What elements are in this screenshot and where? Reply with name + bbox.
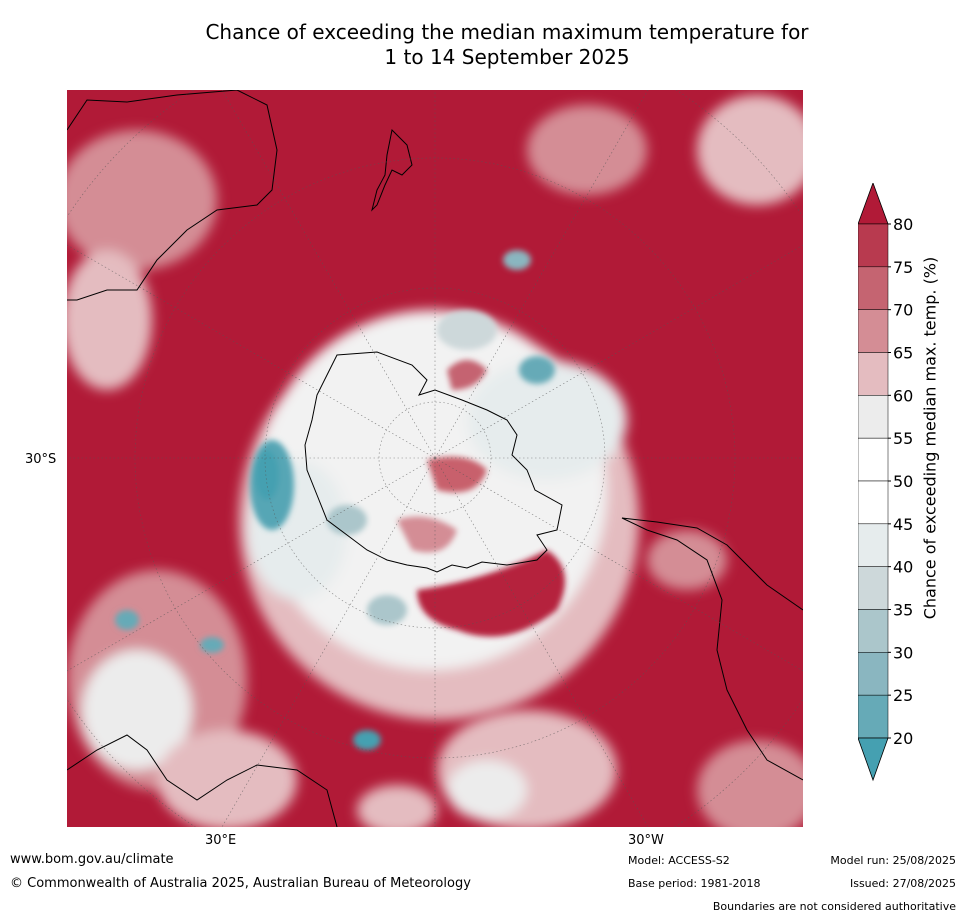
model-name: Model: ACCESS-S2 bbox=[628, 854, 730, 867]
colorbar-band bbox=[858, 609, 889, 653]
colorbar-ticks: 80 75 70 65 60 55 50 45 40 35 30 25 20 bbox=[888, 215, 913, 748]
colorbar-over-triangle bbox=[858, 183, 889, 225]
colorbar-tick-label: 30 bbox=[893, 643, 913, 662]
colorbar-band bbox=[858, 652, 889, 696]
model-run-date: Model run: 25/08/2025 bbox=[830, 854, 956, 867]
colorbar-band bbox=[858, 223, 889, 268]
colorbar-tick-label: 70 bbox=[893, 301, 913, 320]
title-line-1: Chance of exceeding the median maximum t… bbox=[205, 20, 809, 44]
graticule bbox=[67, 90, 803, 827]
new-zealand-coastline bbox=[371, 128, 413, 212]
colorbar-band bbox=[858, 437, 889, 482]
lon-label-30e: 30°E bbox=[205, 833, 237, 848]
warm-light-patches bbox=[67, 95, 803, 827]
copyright-text: © Commonwealth of Australia 2025, Austra… bbox=[10, 876, 471, 891]
colorbar-tick-label: 55 bbox=[893, 429, 913, 448]
colorbar-tick-label: 20 bbox=[893, 729, 913, 748]
colorbar-band bbox=[858, 694, 889, 739]
south-america-coastline bbox=[621, 517, 803, 781]
colorbar-tick-label: 60 bbox=[893, 386, 913, 405]
boundaries-disclaimer: Boundaries are not considered authoritat… bbox=[712, 900, 956, 913]
website-link[interactable]: www.bom.gov.au/climate bbox=[10, 852, 174, 867]
colorbar-tick-label: 65 bbox=[893, 344, 913, 363]
colorbar-band bbox=[858, 309, 889, 353]
colorbar-tick-label: 45 bbox=[893, 515, 913, 534]
colorbar-bands bbox=[858, 223, 889, 739]
colorbar-tick-label: 25 bbox=[893, 686, 913, 705]
colorbar-band bbox=[858, 566, 889, 610]
map-title: Chance of exceeding the median maximum t… bbox=[67, 20, 947, 70]
colorbar-band bbox=[858, 266, 889, 310]
colorbar-band bbox=[858, 352, 889, 396]
colorbar-tick-label: 50 bbox=[893, 472, 913, 491]
colorbar-band bbox=[858, 395, 889, 439]
colorbar-band bbox=[858, 480, 889, 525]
australia-coastline bbox=[67, 90, 278, 301]
title-line-2: 1 to 14 September 2025 bbox=[384, 45, 630, 69]
africa-coastline bbox=[67, 734, 338, 827]
lat-label-30s: 30°S bbox=[25, 452, 57, 467]
colorbar-tick-label: 40 bbox=[893, 558, 913, 577]
colorbar-tick-label: 75 bbox=[893, 258, 913, 277]
issued-date: Issued: 27/08/2025 bbox=[849, 877, 956, 890]
antarctica-coastline bbox=[304, 351, 563, 573]
probability-map bbox=[67, 90, 803, 827]
base-period: Base period: 1981-2018 bbox=[628, 877, 761, 890]
colorbar-tick-label: 35 bbox=[893, 601, 913, 620]
inner-warm-band bbox=[397, 360, 565, 637]
colorbar-band bbox=[858, 523, 889, 567]
colorbar-tick-label: 80 bbox=[893, 215, 913, 234]
lon-label-30w: 30°W bbox=[628, 833, 664, 848]
cool-patches bbox=[115, 250, 555, 750]
colorbar-title: Chance of exceeding median max. temp. (%… bbox=[920, 256, 940, 620]
colorbar-under-triangle bbox=[858, 737, 889, 782]
colorbar: 80 75 70 65 60 55 50 45 40 35 30 25 20 bbox=[858, 183, 913, 782]
